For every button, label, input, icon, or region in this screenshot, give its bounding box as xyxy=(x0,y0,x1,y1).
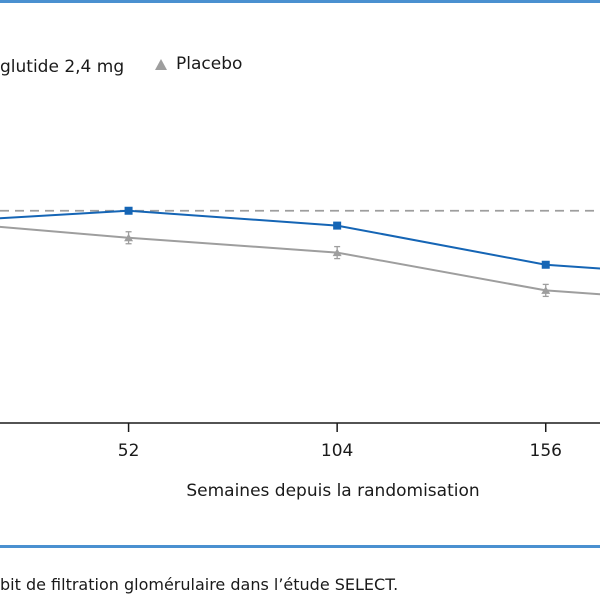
x-axis-ticks: 52 104 156 xyxy=(118,423,562,461)
legend-label-semaglutide: glutide 2,4 mg xyxy=(0,57,124,77)
bottom-border xyxy=(0,545,600,548)
legend: glutide 2,4 mg Placebo xyxy=(0,54,242,77)
legend-marker-placebo xyxy=(155,59,167,70)
x-axis-title: Semaines depuis la randomisation xyxy=(186,481,479,501)
data-point-semaglutide xyxy=(333,221,342,230)
series-line-semaglutide xyxy=(0,209,600,270)
data-point-semaglutide xyxy=(124,206,133,215)
x-tick-label: 156 xyxy=(530,441,562,461)
series-layer xyxy=(0,206,600,298)
data-point-placebo xyxy=(124,233,134,242)
legend-label-placebo: Placebo xyxy=(176,54,242,74)
data-point-semaglutide xyxy=(541,260,550,269)
data-point-placebo xyxy=(541,286,551,294)
x-tick-label: 52 xyxy=(118,441,140,461)
data-point-placebo xyxy=(332,248,342,257)
figure-caption: bit de filtration glomérulaire dans l’ét… xyxy=(0,575,399,594)
x-tick-label: 104 xyxy=(321,441,353,461)
top-border xyxy=(0,0,600,3)
